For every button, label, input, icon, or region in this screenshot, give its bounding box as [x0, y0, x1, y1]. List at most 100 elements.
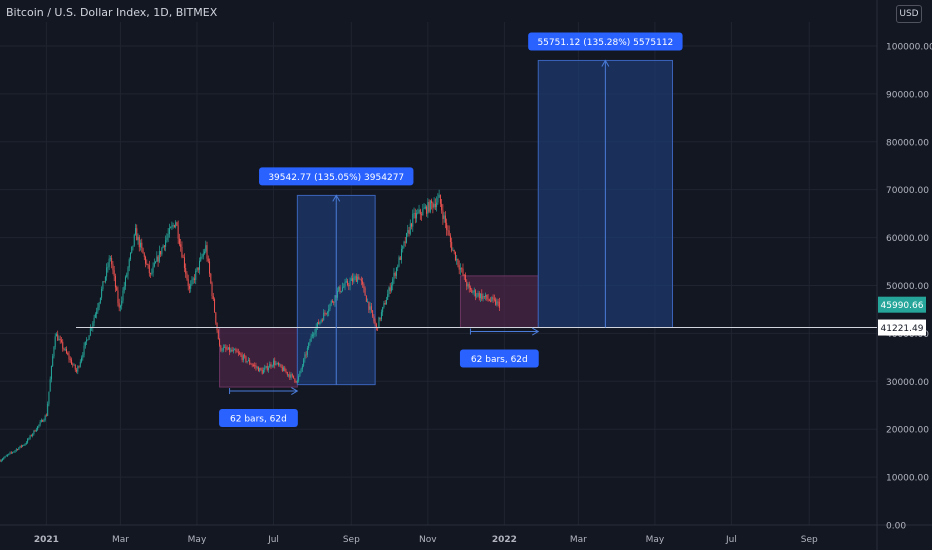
candle-body: [353, 277, 355, 282]
candle-body: [358, 276, 360, 279]
candle-body: [121, 300, 123, 306]
candle-body: [355, 276, 357, 282]
candle-body: [422, 208, 424, 216]
candle-body: [210, 273, 212, 284]
date-range-box[interactable]: [219, 327, 298, 388]
horizontal-line-badge: [878, 319, 926, 336]
candle-body: [280, 364, 282, 368]
candle-body: [330, 301, 332, 305]
candle-body: [490, 300, 492, 302]
x-tick-label: Sep: [343, 535, 360, 545]
candle-body: [133, 234, 135, 246]
candle-body: [188, 286, 190, 289]
candle-body: [30, 435, 32, 437]
candle-body: [350, 278, 352, 281]
y-tick-label: 90000.00: [886, 90, 929, 100]
candle-body: [101, 289, 103, 298]
candle-body: [150, 273, 152, 274]
candle-body: [267, 367, 269, 370]
candle-body: [152, 266, 154, 273]
candle-body: [279, 364, 281, 366]
candle-body: [390, 285, 392, 291]
candle-body: [372, 310, 374, 317]
candle-body: [468, 284, 470, 288]
candle-body: [166, 237, 168, 241]
candle-body: [260, 368, 262, 370]
candle-body: [411, 223, 413, 227]
range-arrow-head: [332, 194, 341, 202]
candle-body: [0, 460, 2, 462]
candle-body: [65, 349, 67, 353]
candle-body: [333, 302, 335, 303]
candle-body: [428, 202, 430, 212]
range-label-box[interactable]: [259, 167, 414, 186]
candle-body: [291, 374, 293, 376]
candle-body: [32, 433, 34, 436]
candle-body: [20, 445, 22, 447]
candle-body: [496, 301, 498, 305]
candle-body: [175, 222, 177, 228]
candle-body: [8, 453, 10, 455]
candle-body: [186, 273, 188, 280]
candle-body: [81, 357, 83, 362]
candle-body: [10, 452, 12, 454]
candle-body: [418, 209, 420, 213]
candle-body: [178, 238, 180, 245]
candle-body: [122, 290, 124, 301]
candle-body: [126, 274, 128, 277]
candle-body: [4, 456, 6, 458]
candle-body: [173, 225, 175, 228]
candle-body: [449, 235, 451, 243]
range-label: 39542.77 (135.05%) 3954277: [268, 173, 404, 183]
candle-body: [191, 279, 193, 285]
candle-body: [53, 346, 55, 357]
candle-body: [119, 305, 121, 308]
candle-body: [311, 334, 313, 337]
candle-body: [392, 279, 394, 286]
candle-body: [112, 264, 114, 271]
candle-body: [167, 234, 169, 238]
date-range-label-box[interactable]: [459, 349, 539, 368]
candle-body: [397, 266, 399, 268]
candle-body: [359, 278, 361, 280]
candle-body: [222, 347, 224, 351]
candle-body: [156, 256, 158, 262]
candle-body: [284, 367, 286, 372]
candle-body: [18, 447, 20, 450]
candle-body: [73, 364, 75, 366]
candle-body: [438, 194, 440, 198]
candle-body: [22, 445, 24, 447]
candle-body: [289, 374, 291, 378]
range-label-box[interactable]: [528, 32, 683, 51]
candle-body: [404, 241, 406, 243]
candle-body: [67, 352, 69, 355]
candle-body: [204, 251, 206, 254]
candle-body: [315, 326, 317, 333]
candle-body: [151, 272, 153, 274]
candle-body: [259, 368, 261, 372]
candle-body: [442, 210, 444, 219]
candle-body: [334, 295, 336, 303]
candle-body: [42, 420, 44, 422]
candle-body: [407, 230, 409, 234]
date-range-label-box[interactable]: [219, 409, 298, 428]
candle-body: [286, 371, 288, 375]
candle-body: [480, 293, 482, 299]
candle-body: [196, 267, 198, 271]
candle-body: [339, 286, 341, 293]
candle-body: [247, 360, 249, 362]
candle-body: [296, 380, 298, 383]
candle-body: [94, 314, 96, 318]
candle-body: [467, 284, 469, 287]
candle-body: [369, 306, 371, 310]
candle-body: [342, 287, 344, 291]
candle-body: [37, 426, 39, 430]
date-range-label: 62 bars, 62d: [471, 355, 528, 365]
candle-body: [77, 366, 79, 372]
candle-body: [138, 236, 140, 248]
candle-body: [205, 245, 207, 252]
candle-body: [495, 299, 497, 305]
currency-button[interactable]: USD: [896, 5, 922, 23]
candle-body: [250, 363, 252, 365]
